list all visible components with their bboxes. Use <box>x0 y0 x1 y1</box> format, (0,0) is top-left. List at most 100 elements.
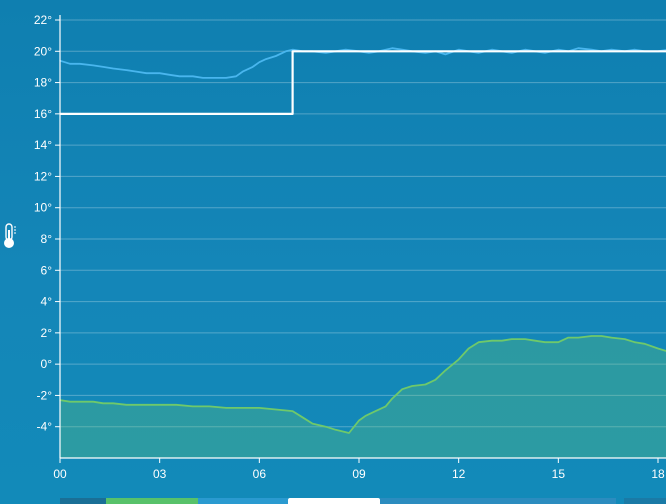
series-point <box>345 49 347 51</box>
series-point <box>125 69 128 71</box>
series-point <box>79 63 81 65</box>
series-point <box>275 408 277 411</box>
series-point <box>291 49 294 51</box>
series-point <box>634 341 636 343</box>
series-point <box>434 379 437 381</box>
series-point <box>610 49 613 51</box>
series-point <box>634 49 636 51</box>
series-point <box>657 347 659 350</box>
series-point <box>401 49 403 51</box>
series-point <box>391 47 393 49</box>
series-point <box>291 113 294 115</box>
strip-segment[interactable] <box>198 498 288 504</box>
x-tick-label: 18 <box>651 467 665 481</box>
y-tick-label: 2° <box>41 326 53 340</box>
series-point <box>265 58 267 60</box>
series-point <box>577 336 579 339</box>
x-tick-label: 06 <box>253 467 267 481</box>
y-tick-label: 8° <box>41 232 53 246</box>
series-point <box>567 336 569 339</box>
thermometer-icon <box>4 223 16 248</box>
series-point <box>258 61 260 63</box>
series-point <box>348 432 350 434</box>
series-point <box>341 430 343 433</box>
strip-segment[interactable] <box>624 498 666 504</box>
x-tick-label: 15 <box>552 467 566 481</box>
series-point <box>212 77 214 79</box>
series-point <box>478 341 480 343</box>
series-point <box>424 383 427 386</box>
series-point <box>384 405 387 407</box>
y-tick-label: 18° <box>34 76 52 90</box>
series-point <box>135 71 138 73</box>
y-tick-label: 10° <box>34 201 52 215</box>
x-tick-label: 00 <box>53 467 67 481</box>
series-point <box>258 407 260 409</box>
series-point <box>179 75 181 77</box>
series-point <box>391 397 393 400</box>
series-point <box>325 52 327 54</box>
series-point <box>511 338 513 340</box>
series-point <box>112 67 114 70</box>
series-point <box>112 402 114 404</box>
series-point <box>534 340 536 342</box>
y-tick-label: 22° <box>34 13 52 27</box>
series-point <box>610 336 613 339</box>
series-point <box>590 335 593 337</box>
series-point <box>169 74 171 76</box>
series-point <box>577 47 579 49</box>
series-point <box>79 401 81 403</box>
series-point <box>600 335 603 337</box>
series-point <box>358 419 360 422</box>
series-point <box>225 407 227 409</box>
series-point <box>325 426 327 428</box>
series-point <box>125 404 128 406</box>
series-point <box>242 71 244 73</box>
series-point <box>142 404 144 406</box>
y-tick-label: -2° <box>37 388 53 402</box>
series-point <box>557 341 559 343</box>
series-point <box>501 340 503 342</box>
series-point <box>301 416 304 418</box>
strip-segment[interactable] <box>60 498 106 504</box>
series-point <box>192 75 194 77</box>
y-tick-label: 0° <box>41 357 53 371</box>
series-point <box>335 429 337 431</box>
series-point <box>478 52 480 54</box>
y-tick-label: -4° <box>37 420 53 434</box>
y-tick-label: 4° <box>41 295 53 309</box>
y-axis-ticks: 22° 20° 18° 16° 14° 12° 10° 8° 6° 4° 2° 0° -2° -4° <box>34 13 60 434</box>
series-point <box>291 50 294 52</box>
strip-segment[interactable] <box>288 498 380 504</box>
series-point <box>491 49 493 51</box>
y-tick-label: 16° <box>34 107 52 121</box>
series-point <box>458 358 460 361</box>
series-point <box>145 72 147 74</box>
series-point <box>458 49 460 51</box>
series-point <box>291 410 294 412</box>
series-point <box>242 407 244 409</box>
series-point <box>225 77 227 79</box>
series-point <box>411 385 413 387</box>
x-tick-label: 12 <box>452 467 466 481</box>
bottom-strip <box>0 498 666 504</box>
strip-segment[interactable] <box>380 498 616 504</box>
series-point <box>368 52 370 54</box>
series-point <box>92 64 94 66</box>
series-point <box>511 52 513 54</box>
series-point <box>524 49 526 51</box>
series-point <box>644 343 646 345</box>
series-point <box>544 341 546 343</box>
series-point <box>401 388 403 390</box>
y-tick-label: 6° <box>41 263 53 277</box>
grid-lines <box>60 19 666 428</box>
series-point <box>365 415 367 417</box>
setpoint-line <box>60 50 666 115</box>
series-point <box>444 53 446 56</box>
y-tick-label: 20° <box>34 44 52 58</box>
x-axis-ticks: 00 03 06 09 12 15 18 <box>53 458 665 481</box>
series-point <box>159 72 161 74</box>
strip-segment[interactable] <box>106 498 198 504</box>
x-tick-label: 03 <box>153 467 167 481</box>
